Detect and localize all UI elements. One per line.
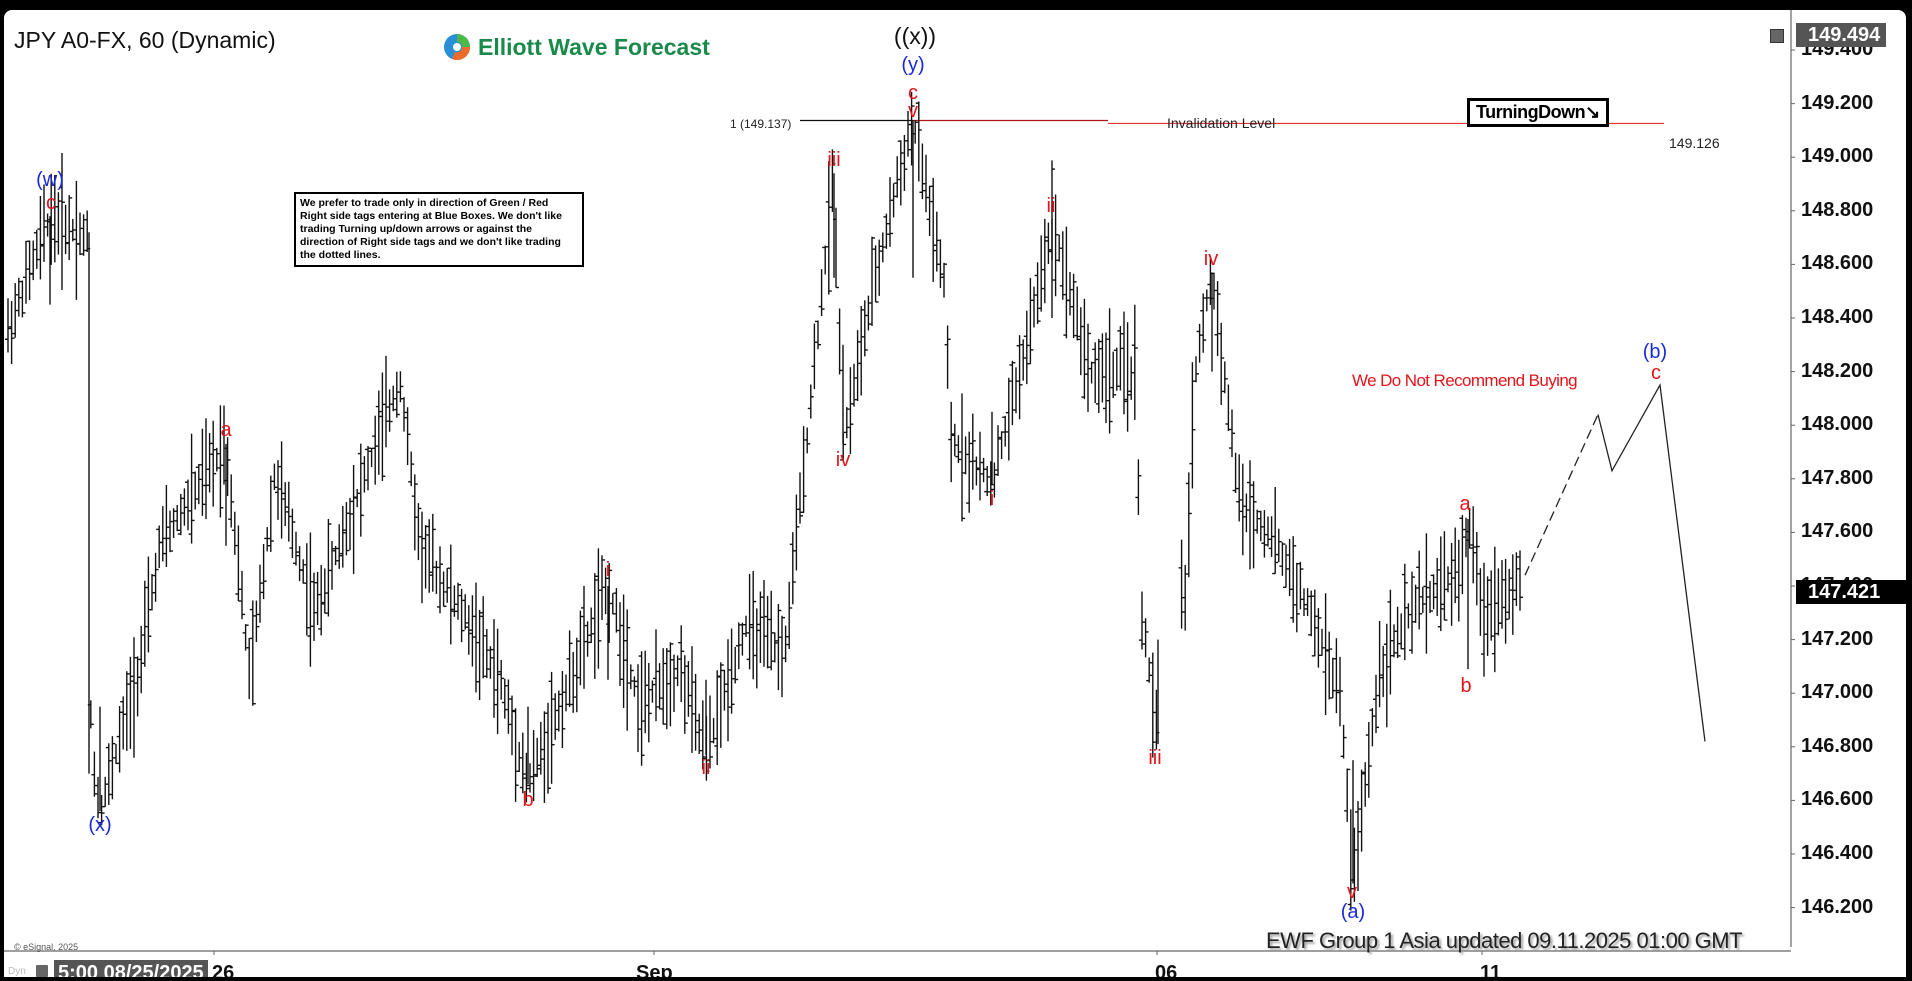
projection-solid [1597, 382, 1706, 742]
price-tick-label: 149.000 [1801, 145, 1874, 168]
arrow-down-right-icon: ↘ [1585, 102, 1600, 122]
wave-label: c [46, 192, 56, 214]
wave-label: a [220, 419, 232, 441]
wave-label: (y) [901, 54, 925, 76]
logo-icon [444, 34, 470, 60]
price-tick-label: 149.200 [1801, 91, 1874, 114]
wave-label: i [605, 559, 611, 581]
wave-label: ii [701, 757, 711, 779]
price-tick-label: 148.200 [1801, 359, 1874, 382]
wave-label: ii [1046, 195, 1056, 217]
wave-label: c [908, 82, 918, 104]
high-price-tag: 149.494 [1796, 23, 1887, 47]
price-tick-label: 147.800 [1801, 466, 1874, 489]
ohlc-bars [5, 91, 1523, 911]
price-tick-label: 147.600 [1801, 520, 1874, 543]
wave-label: iv [835, 449, 851, 471]
price-tick-label: 148.800 [1801, 198, 1874, 221]
wave-label: iv [1203, 248, 1219, 270]
logo-text: Elliott Wave Forecast [478, 33, 710, 60]
price-tick-label: 148.600 [1801, 252, 1874, 275]
restore-window-icon[interactable] [1770, 29, 1784, 43]
lock-icon[interactable] [36, 965, 48, 977]
wave-label: iii [1148, 747, 1162, 769]
chart-window: JPY A0-FX, 60 (Dynamic) Elliott Wave For… [4, 10, 1906, 977]
turning-tag-label: TurningDown [1476, 102, 1586, 122]
trading-disclaimer: We prefer to trade only in direction of … [294, 192, 584, 267]
chart-title: JPY A0-FX, 60 (Dynamic) [14, 27, 276, 53]
price-tick-label: 146.600 [1801, 788, 1874, 811]
wave-label: v [1347, 881, 1357, 903]
wave-label: b [522, 789, 534, 811]
update-footer: EWF Group 1 Asia updated 09.11.2025 01:0… [1266, 928, 1743, 953]
wave-label: i [989, 488, 995, 510]
wave-label: (x) [88, 814, 112, 836]
wave-label: v [908, 100, 918, 122]
no-buy-warning: We Do Not Recommend Buying [1352, 371, 1578, 390]
wave-label: (a) [1340, 901, 1366, 923]
wave-label: b [1460, 675, 1472, 697]
price-tick-label: 147.000 [1801, 681, 1874, 704]
wave-label: (w) [36, 169, 64, 191]
price-tick-label: 148.000 [1801, 413, 1874, 436]
wave-label: ((x)) [893, 23, 937, 49]
dyn-label[interactable]: Dyn [8, 966, 26, 977]
price-tick-label: 146.200 [1801, 895, 1874, 918]
time-tick-label: 06 [1155, 962, 1178, 977]
invalidation-ref-label: 1 (149.137) [730, 117, 792, 131]
time-tick-label: 26 [212, 962, 235, 977]
price-tick-label: 148.400 [1801, 306, 1874, 328]
price-tick-label: 147.200 [1801, 627, 1874, 650]
invalidation-price-label: 149.126 [1669, 135, 1720, 151]
wave-label: iii [827, 149, 841, 171]
wave-label: c [1651, 362, 1661, 384]
copyright: © eSignal, 2025 [14, 942, 79, 952]
cursor-date-tag: 5:00 08/25/2025 [54, 960, 208, 977]
time-tick-label: Sep [636, 962, 673, 977]
price-chart[interactable] [4, 10, 1906, 977]
current-price-tag: 147.421 [1796, 580, 1906, 604]
brand-logo: Elliott Wave Forecast [442, 32, 710, 62]
invalidation-level-label: Invalidation Level [1167, 115, 1276, 131]
price-tick-label: 146.400 [1801, 842, 1874, 864]
price-tick-label: 146.800 [1801, 734, 1874, 757]
wave-label: (b) [1642, 341, 1668, 363]
turning-down-tag: TurningDown↘ [1467, 98, 1609, 127]
projection-dashed [1524, 414, 1599, 576]
wave-label: a [1459, 493, 1471, 515]
time-tick-label: 11 [1480, 962, 1502, 977]
